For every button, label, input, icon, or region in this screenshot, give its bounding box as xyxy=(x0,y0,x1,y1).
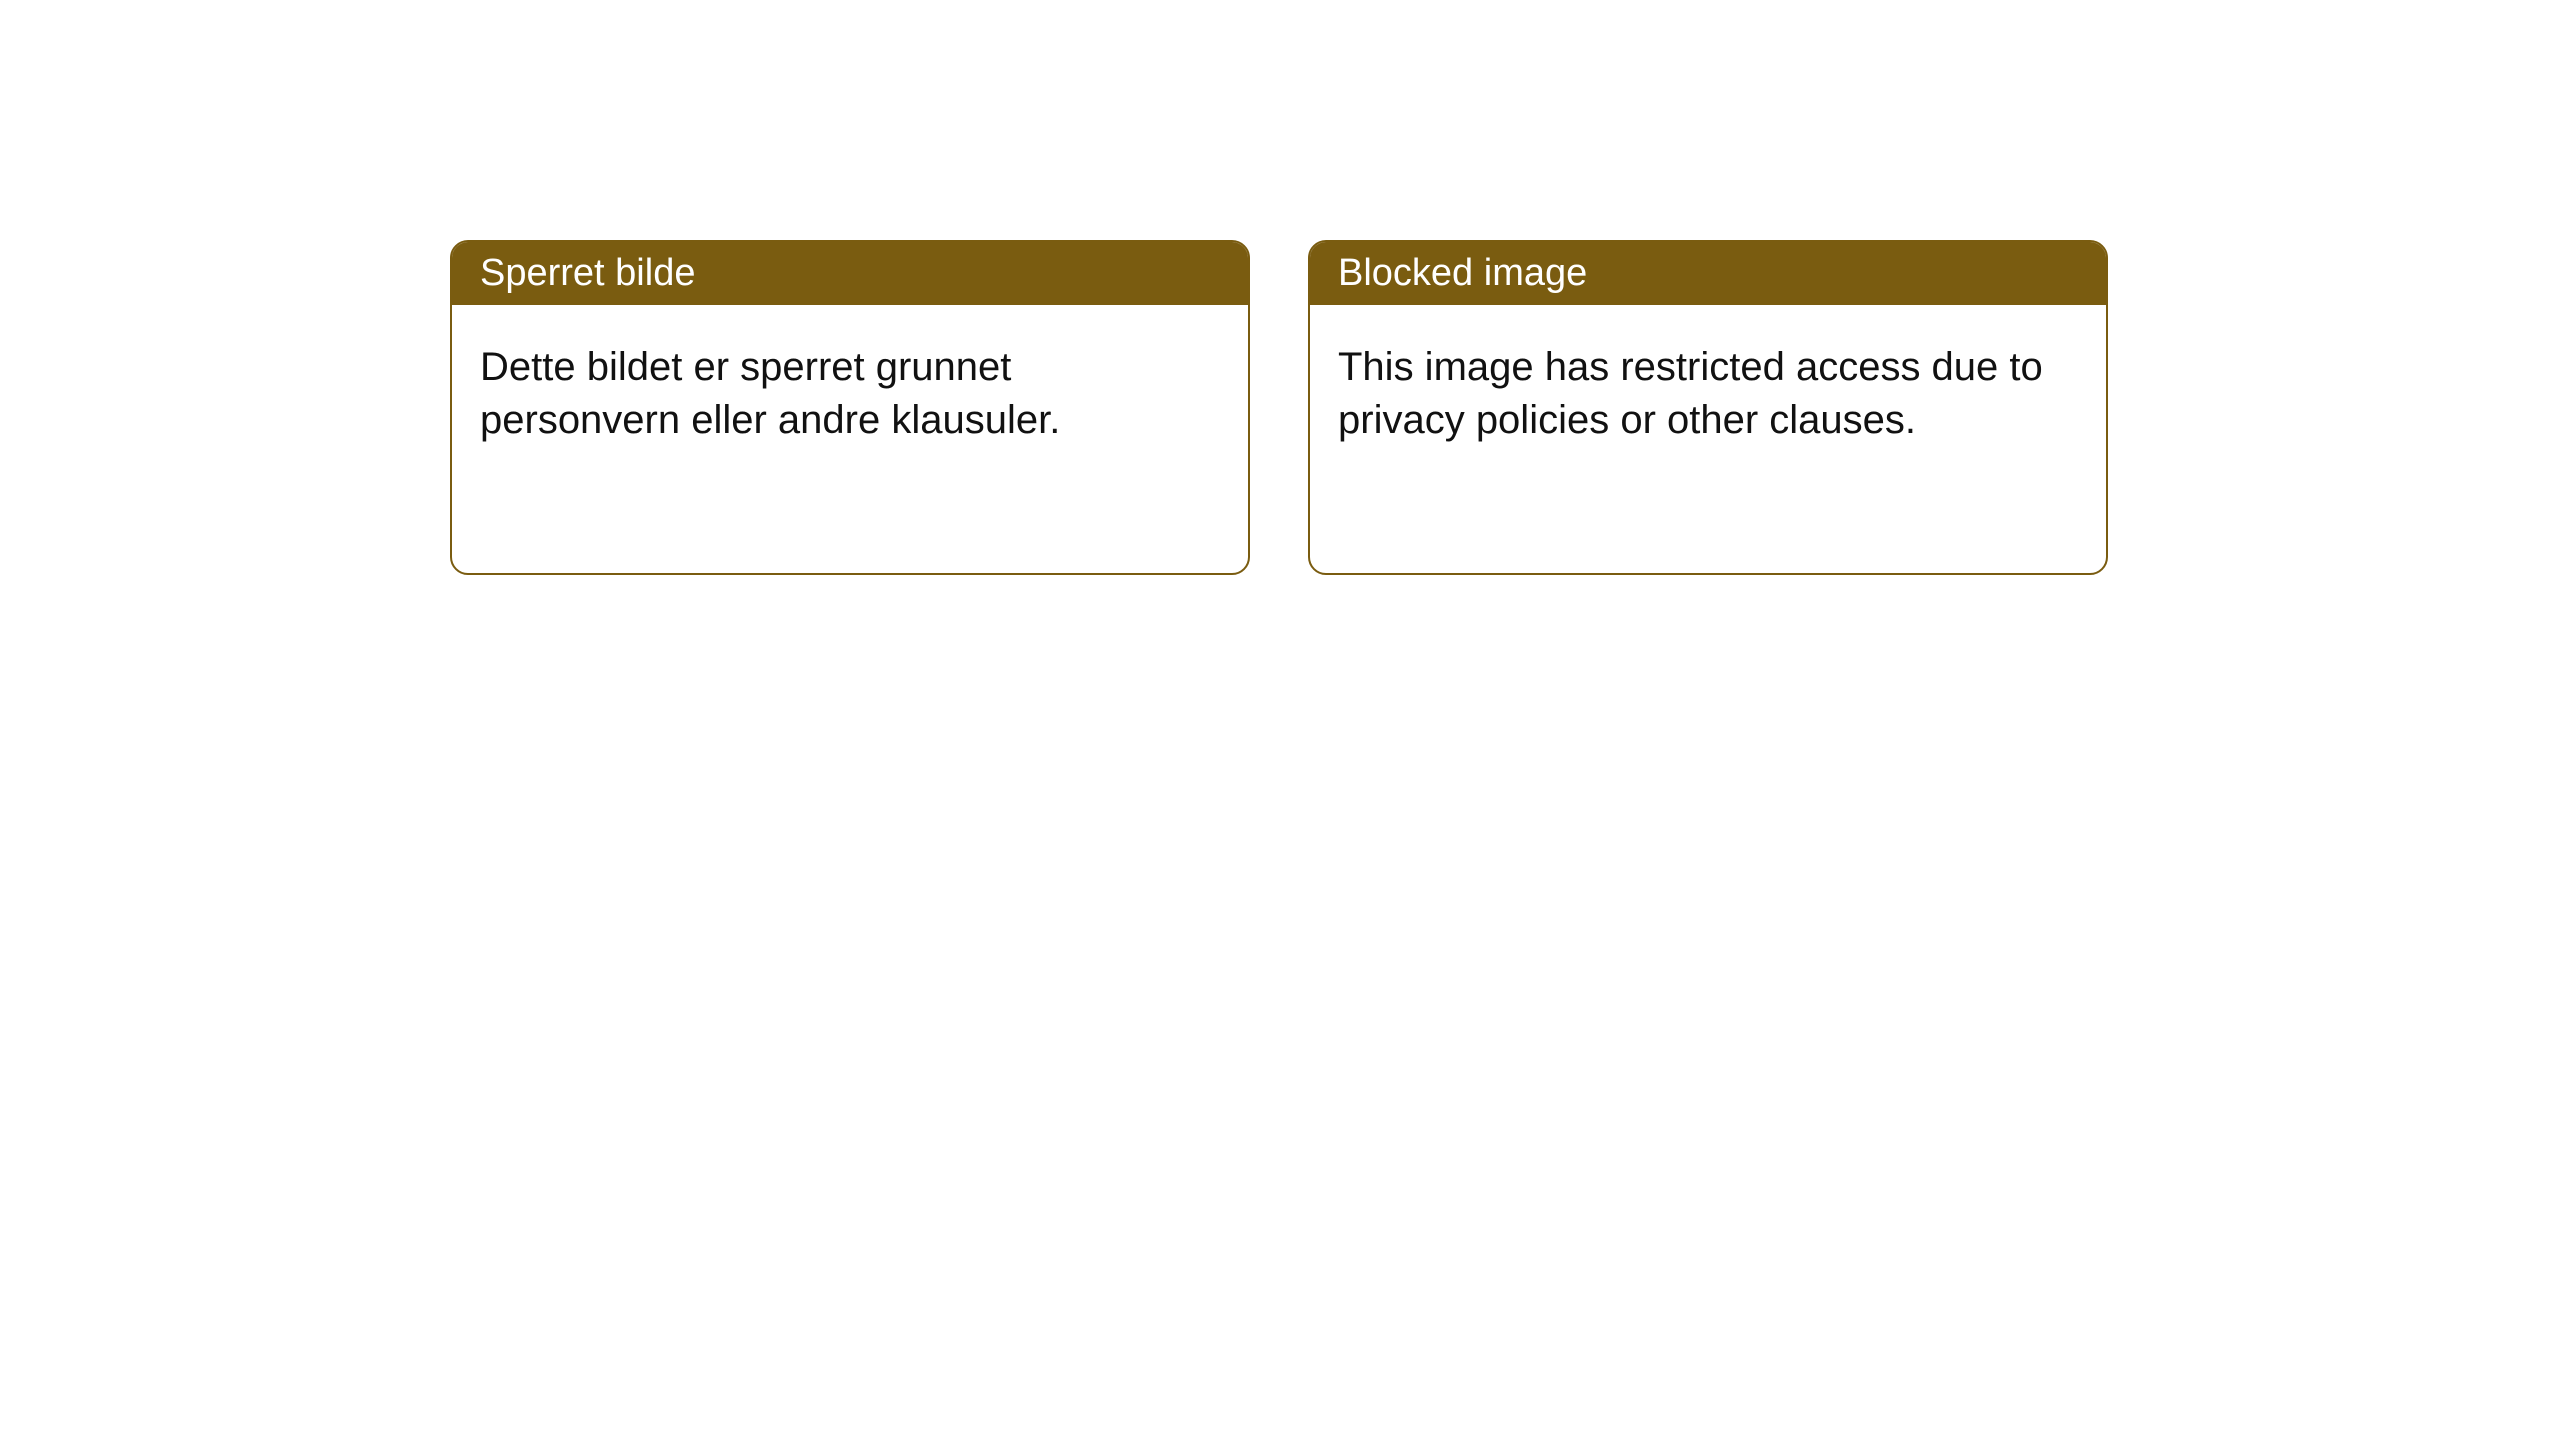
notice-box-english: Blocked image This image has restricted … xyxy=(1308,240,2108,575)
notice-body: This image has restricted access due to … xyxy=(1310,305,2106,573)
notice-title: Sperret bilde xyxy=(480,252,695,294)
notice-text: This image has restricted access due to … xyxy=(1338,341,2078,447)
notice-header: Blocked image xyxy=(1310,242,2106,305)
notice-container: Sperret bilde Dette bildet er sperret gr… xyxy=(450,240,2108,575)
notice-body: Dette bildet er sperret grunnet personve… xyxy=(452,305,1248,573)
notice-text: Dette bildet er sperret grunnet personve… xyxy=(480,341,1220,447)
notice-header: Sperret bilde xyxy=(452,242,1248,305)
notice-title: Blocked image xyxy=(1338,252,1587,294)
notice-box-norwegian: Sperret bilde Dette bildet er sperret gr… xyxy=(450,240,1250,575)
